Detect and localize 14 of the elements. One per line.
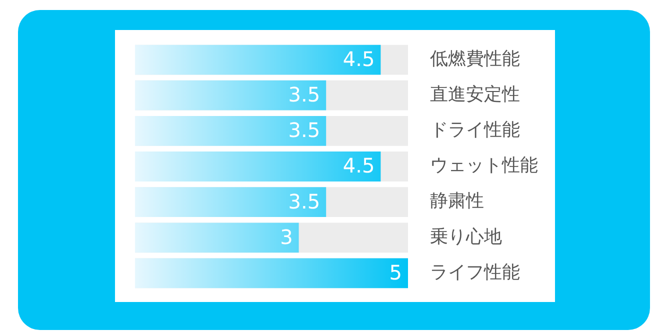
data-label: 5 <box>389 260 402 284</box>
data-label: 3.5 <box>288 82 320 107</box>
data-label: 4.5 <box>342 154 375 178</box>
y-tick-label: ドライ性能 <box>430 120 520 141</box>
y-tick-label: 直進安定性 <box>430 84 520 106</box>
y-tick-label: ライフ性能 <box>430 262 520 283</box>
data-label: 3.5 <box>288 189 320 214</box>
y-tick-label: 乗り心地 <box>430 226 502 248</box>
data-label: 3.5 <box>288 118 320 142</box>
y-tick-label: 静粛性 <box>430 190 484 212</box>
y-tick-label: 低燃費性能 <box>430 48 520 70</box>
data-label: 3 <box>280 224 293 249</box>
y-tick-label: ウェット性能 <box>430 155 538 176</box>
data-label: 4.5 <box>342 46 375 71</box>
